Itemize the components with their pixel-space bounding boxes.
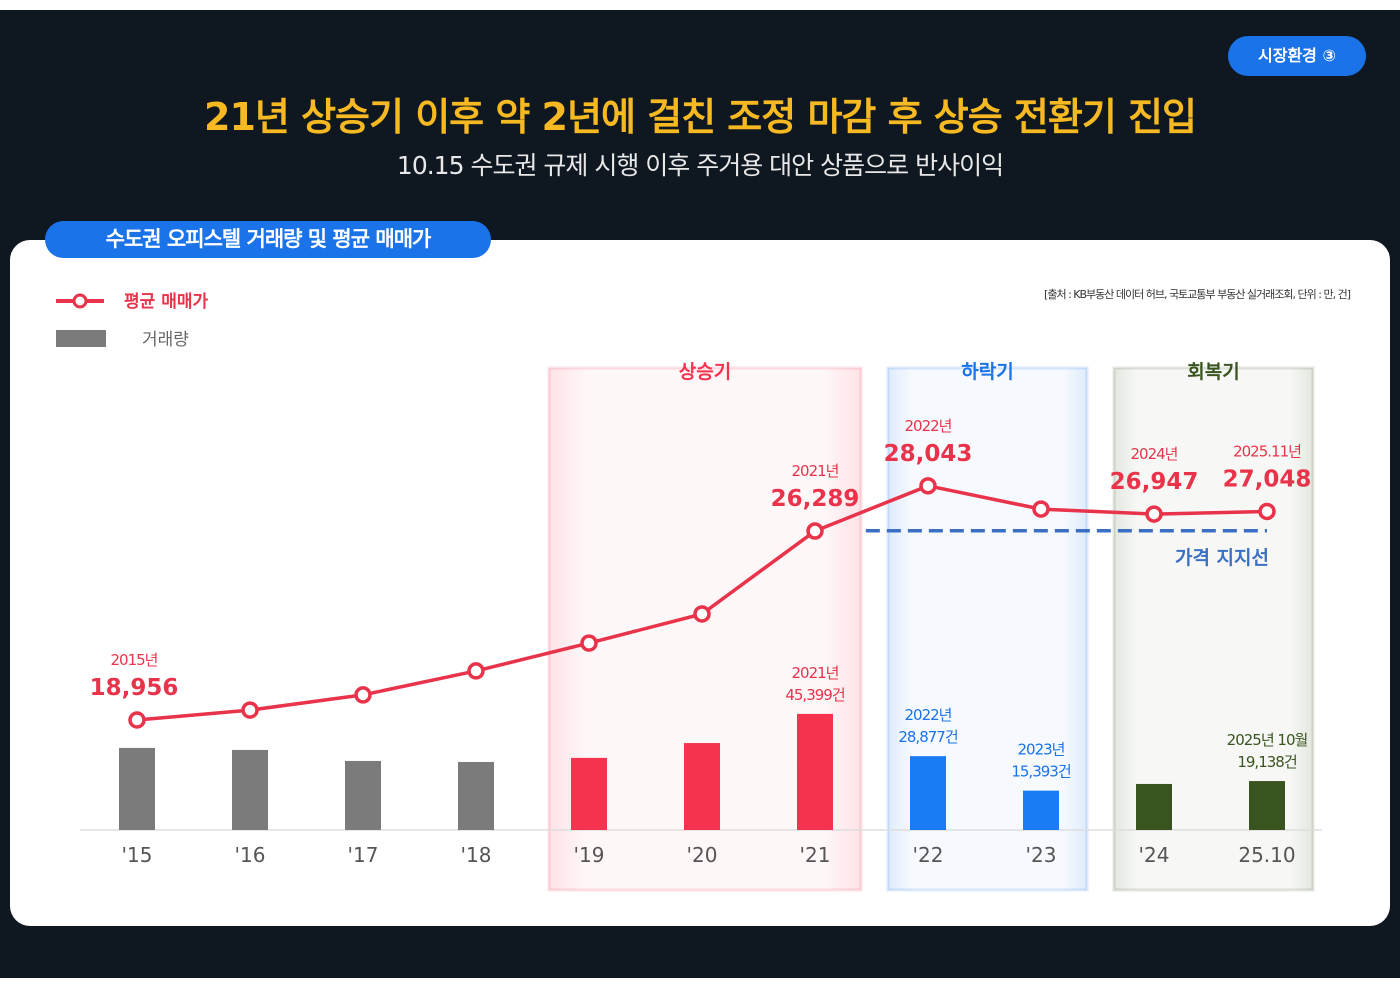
section-badge: 시장환경 ③ [1228, 36, 1366, 76]
legend-line-marker [72, 293, 88, 309]
volume-bar [1023, 790, 1059, 830]
price-point [128, 711, 146, 729]
legend-label-volume: 거래량 [142, 330, 189, 350]
page-subtitle: 10.15 수도권 규제 시행 이후 주거용 대안 상품으로 반사이익 [396, 151, 1004, 180]
volume-bar [232, 749, 268, 830]
period-label: 하락기 [961, 361, 1013, 383]
volume-bar [571, 757, 607, 830]
x-tick-label: '16 [235, 843, 266, 867]
volume-bar [119, 747, 155, 830]
price-point [467, 662, 485, 680]
volume-bar [1136, 783, 1172, 830]
price-label-value: 26,289 [771, 486, 860, 512]
volume-label-year: 2023년 [1018, 741, 1065, 759]
price-point [1145, 505, 1163, 523]
price-point [580, 634, 598, 652]
price-label-value: 27,048 [1223, 466, 1312, 492]
x-tick-label: '19 [574, 843, 605, 867]
price-point [241, 701, 259, 719]
legend-label-price: 평균 매매가 [124, 292, 208, 312]
price-label-value: 28,043 [884, 441, 973, 467]
volume-bar [458, 761, 494, 830]
x-tick-label: '18 [461, 843, 492, 867]
price-point [1258, 502, 1276, 521]
price-label-value: 18,956 [90, 675, 179, 701]
price-point [919, 477, 937, 495]
x-tick-label: 25.10 [1238, 843, 1295, 867]
volume-label-year: 2022년 [905, 706, 952, 724]
x-tick-label: '20 [687, 843, 718, 867]
volume-bar [345, 760, 381, 830]
volume-label-year: 2021년 [792, 664, 839, 682]
x-tick-label: '23 [1026, 843, 1057, 867]
x-tick-label: '21 [800, 843, 831, 867]
legend-bar-swatch [56, 330, 106, 347]
volume-label-year: 2025년 10월 [1227, 731, 1308, 749]
volume-label-value: 45,399건 [785, 686, 844, 704]
support-line-label: 가격 지지선 [1175, 547, 1269, 569]
volume-label-value: 15,393건 [1011, 763, 1070, 781]
page-title: 21년 상승기 이후 약 2년에 걸친 조정 마감 후 상승 전환기 진입 [204, 95, 1197, 139]
period-label: 회복기 [1187, 361, 1239, 383]
price-label-year: 2022년 [905, 417, 952, 435]
volume-label-value: 19,138건 [1237, 753, 1296, 771]
x-tick-label: '22 [913, 843, 944, 867]
price-label-year: 2025.11년 [1233, 442, 1301, 460]
x-tick-label: '15 [122, 843, 153, 867]
price-label-year: 2024년 [1131, 445, 1178, 463]
volume-label-value: 28,877건 [898, 728, 957, 746]
x-tick-label: '17 [348, 843, 379, 867]
period-label: 상승기 [679, 361, 731, 383]
chart-title: 수도권 오피스텔 거래량 및 평균 매매가 [45, 221, 491, 258]
volume-bar [797, 713, 833, 830]
source-note: [출처 : KB부동산 데이터 허브, 국토교통부 부동산 실거래조회, 단위 … [1044, 288, 1351, 301]
price-point [806, 522, 824, 540]
volume-bar [910, 756, 946, 830]
volume-bar [684, 743, 720, 830]
price-label-year: 2021년 [792, 462, 839, 480]
x-tick-label: '24 [1139, 843, 1170, 867]
price-label-year: 2015년 [111, 651, 158, 669]
price-label-value: 26,947 [1110, 469, 1199, 495]
price-point [1032, 500, 1050, 518]
price-point [354, 686, 372, 704]
volume-bar [1249, 781, 1285, 830]
price-point [693, 605, 711, 623]
